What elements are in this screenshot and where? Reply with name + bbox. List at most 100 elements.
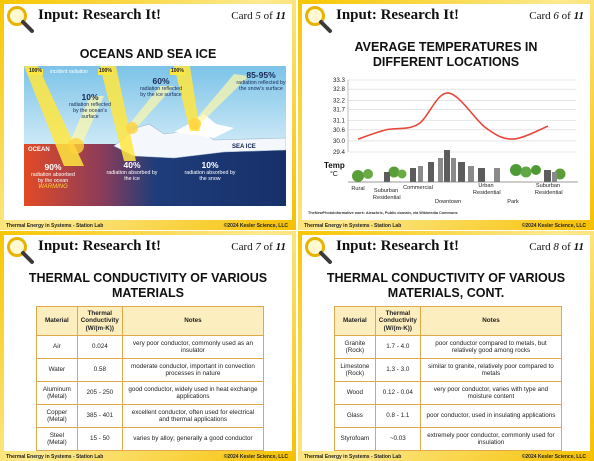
absorbed-percent: 10% <box>201 160 219 170</box>
table-cell: ~0.03 <box>374 427 421 451</box>
absorbed-block: 10% radiation absorbed by the snow <box>184 160 236 182</box>
footer-right: ©2024 Kesler Science, LLC <box>223 223 288 229</box>
card-word: Card <box>529 241 551 253</box>
table-cell: 1.7 - 4.0 <box>374 335 421 359</box>
credit: TheNewPhotoInformative work: Aleazhrix, … <box>308 211 458 215</box>
reflected-text: radiation reflected by the snow's surfac… <box>236 80 286 93</box>
reflected-ray <box>69 96 104 144</box>
card-total: 11 <box>275 10 286 22</box>
graphic <box>305 6 332 33</box>
ray <box>174 66 200 131</box>
card-title: THERMAL CONDUCTIVITY OF VARIOUS MATERIAL… <box>326 271 566 300</box>
column-header: Notes <box>121 306 265 336</box>
table-cell: moderate conductor, important in convect… <box>121 358 265 382</box>
table-row: Water 0.58 moderate conductor, important i… <box>36 358 265 382</box>
tree <box>531 165 541 175</box>
card-header: Input: Research It! <box>38 238 162 254</box>
building <box>444 150 450 182</box>
table-row: Granite (Rock) 1.7 - 4.0 poor conductor co… <box>334 335 563 359</box>
tree <box>554 168 566 180</box>
table-cell: 0.8 - 1.1 <box>374 404 421 428</box>
y-axis-label: Temp <box>324 161 345 170</box>
magnifier-lens <box>305 237 325 257</box>
absorbed-text: radiation absorbed by the ice <box>106 170 158 183</box>
table-cell: Wood <box>334 381 376 405</box>
column-header: Thermal Conductivity (W/(m·K)) <box>76 306 123 336</box>
footer-right: ©2024 Kesler Science, LLC <box>521 223 586 229</box>
incident-percent: 100% <box>98 68 113 75</box>
tree <box>510 164 522 176</box>
table-cell: poor conductor compared to metals, but r… <box>419 335 563 359</box>
reflected-ray <box>192 74 249 124</box>
reflected-percent: 60% <box>152 76 170 86</box>
card-of: of <box>561 241 571 253</box>
reflected-ray <box>128 86 174 126</box>
card-title: THERMAL CONDUCTIVITY OF VARIOUS MATERIAL… <box>28 271 268 300</box>
table-cell: very poor conductor, commonly used as an… <box>121 335 265 359</box>
table-cell: Limestone (Rock) <box>334 358 376 382</box>
glow <box>126 122 138 134</box>
table-row: Steel (Metal) 15 - 50 varies by alloy; gen… <box>36 427 265 451</box>
table-cell: Steel (Metal) <box>36 427 78 451</box>
table-cell: Glass <box>334 404 376 428</box>
absorbed-block: 90% radiation absorbed by the ocean WARMIN… <box>28 162 78 190</box>
ray <box>24 66 84 166</box>
column-header: Thermal Conductivity (W/(m·K)) <box>374 306 421 336</box>
table-cell: Styrofoam <box>334 427 376 451</box>
building <box>544 170 551 182</box>
footer-right: ©2024 Kesler Science, LLC <box>521 454 586 460</box>
data-table: Material Thermal Conductivity (W/(m·K)) No… <box>36 306 265 451</box>
footer-left: Thermal Energy in Systems - Station Lab <box>304 223 402 229</box>
table-cell: Granite (Rock) <box>334 335 376 359</box>
tree <box>520 166 532 178</box>
building <box>428 162 434 182</box>
y-tick-label: 29.4 <box>333 149 346 156</box>
table-cell: varies by alloy; generally a good conduc… <box>121 427 265 451</box>
category-label: Commercial <box>403 185 433 191</box>
ice-label: SEA ICE <box>232 144 256 150</box>
reflected-percent: 10% <box>81 92 99 102</box>
footer-left: Thermal Energy in Systems - Station Lab <box>6 223 104 229</box>
category-label: Park <box>507 199 519 205</box>
sea-ice <box>113 123 286 159</box>
header-row: Material Thermal Conductivity (W/(m·K)) No… <box>334 306 563 336</box>
card-of: of <box>561 10 571 22</box>
table-cell: similar to granite, relatively poor comp… <box>419 358 563 382</box>
table-cell: Copper (Metal) <box>36 404 78 428</box>
magnifier-lens <box>305 6 325 26</box>
building <box>451 158 456 182</box>
card-number: Card 8 of 11 <box>529 241 584 253</box>
reflected-block: 60% radiation reflected by the ice surfac… <box>138 76 184 98</box>
category-label: Downtown <box>435 199 461 205</box>
graphic <box>7 237 34 264</box>
card-number: Card 6 of 11 <box>529 10 584 22</box>
graphic: 29.4 30.0 30.6 31.1 31.7 32.2 32.8 33.3 Temp°C Ru… <box>308 77 578 215</box>
absorbed-block: 40% radiation absorbed by the ice <box>106 160 158 182</box>
reflected-block: 10% radiation reflected by the ocean's su… <box>68 92 112 120</box>
card: Input: Research It! Card 8 of 11 THERMAL C… <box>298 231 594 461</box>
table-cell: 205 - 250 <box>76 381 123 405</box>
building <box>494 168 500 182</box>
card-number: Card 5 of 11 <box>231 10 286 22</box>
magnifier-handle <box>21 20 34 33</box>
column-header: Material <box>36 306 78 336</box>
header-row: Material Thermal Conductivity (W/(m·K)) No… <box>36 306 265 336</box>
magnifier-handle <box>319 251 332 264</box>
table-cell: 0.12 - 0.04 <box>374 381 421 405</box>
table-cell: 1.3 - 3.0 <box>374 358 421 382</box>
card: Input: Research It! Card 5 of 11 OCEANS AN… <box>0 0 296 230</box>
card-total: 11 <box>573 10 584 22</box>
card-index: 7 <box>255 241 261 253</box>
table-cell: 0.58 <box>76 358 123 382</box>
snow <box>174 114 234 138</box>
card: Input: Research It! Card 6 of 11 AVERAGE T… <box>298 0 594 230</box>
card-index: 6 <box>553 10 559 22</box>
y-tick-label: 31.7 <box>333 107 346 114</box>
glow <box>68 138 84 154</box>
category-label: Suburban Residential <box>371 188 400 201</box>
incident-percent: 100% <box>170 68 185 75</box>
table-row: Glass 0.8 - 1.1 poor conductor, used in in… <box>334 404 563 428</box>
table-row: Styrofoam ~0.03 extremely poor conductor, … <box>334 427 563 451</box>
graphic <box>305 237 332 264</box>
